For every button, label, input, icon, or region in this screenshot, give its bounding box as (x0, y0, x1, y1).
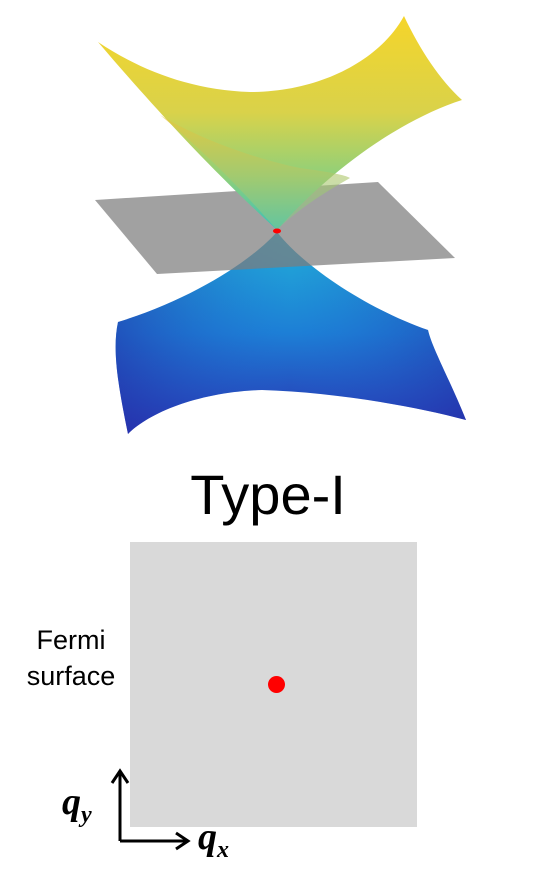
qy-label-base: q (62, 781, 81, 823)
x-axis-arrowhead (175, 831, 191, 851)
y-axis-arrowhead (110, 768, 130, 784)
qy-label-sub: y (81, 802, 92, 828)
fermi-surface-label-line1: Fermi (36, 625, 106, 655)
band-structure-diagram (95, 16, 466, 434)
qx-label-sub: x (217, 837, 229, 863)
weyl-point (273, 228, 281, 234)
diagram-title: Type-I (190, 463, 346, 526)
fermi-surface-label: Fermi surface (12, 622, 130, 694)
momentum-axes (110, 768, 191, 851)
upper-band-inner-fold (160, 115, 350, 230)
fermi-surface-label-line2: surface (26, 661, 116, 691)
qx-label: qx (198, 815, 229, 863)
qy-label: qy (62, 780, 92, 828)
lower-band-shading (115, 232, 466, 434)
qx-label-base: q (198, 816, 217, 858)
fermi-surface-point (268, 676, 285, 693)
upper-band (98, 16, 462, 230)
